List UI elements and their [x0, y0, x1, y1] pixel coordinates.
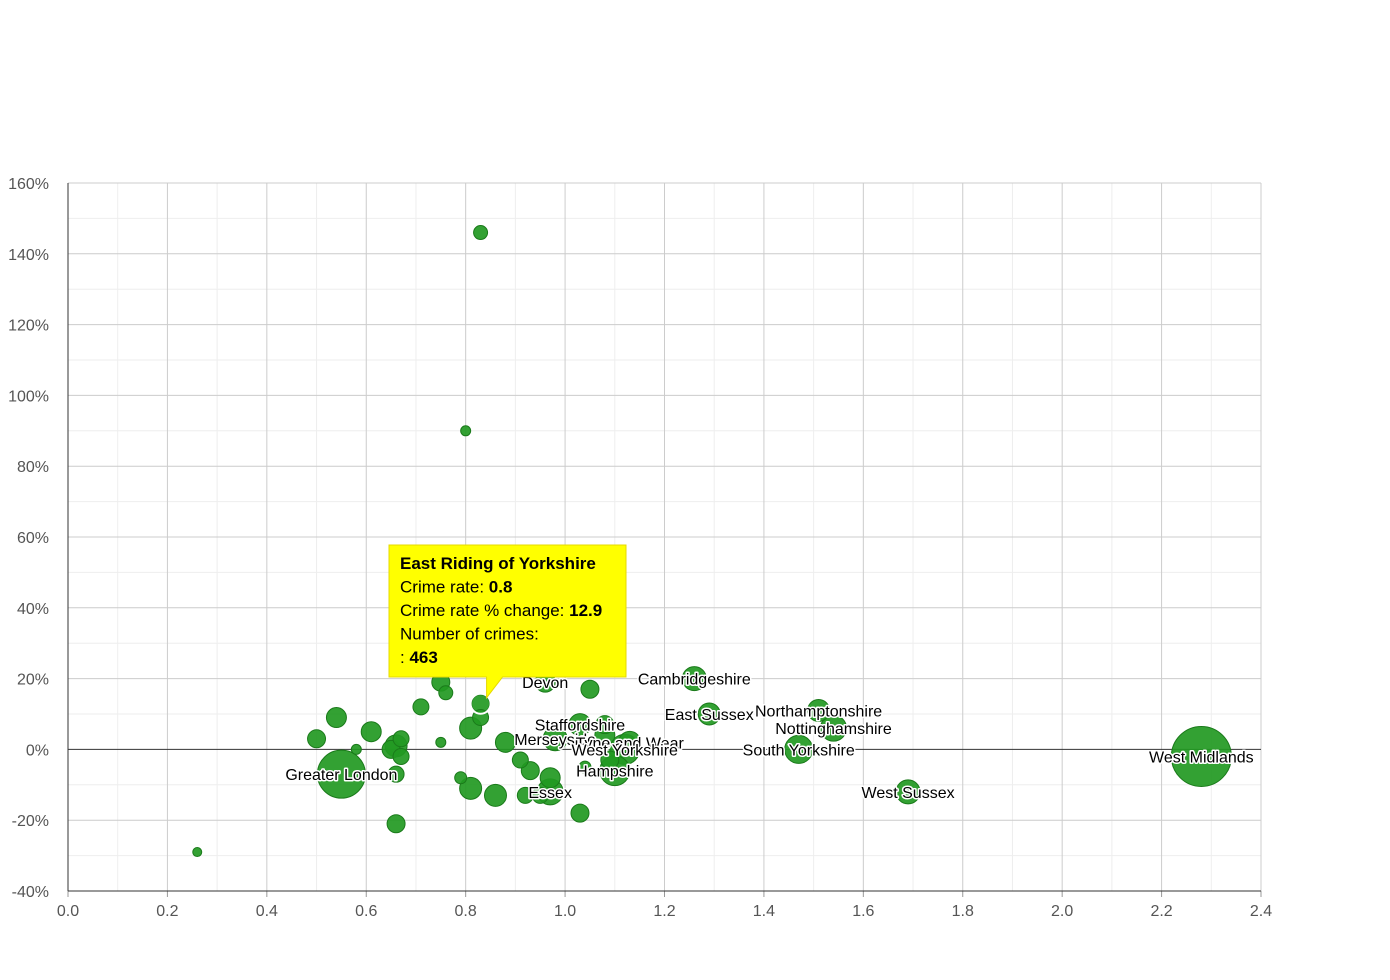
y-tick-label: -20%	[12, 813, 49, 830]
data-point	[531, 786, 549, 804]
x-tick-label: 0.2	[156, 903, 178, 920]
x-tick-label: 1.2	[653, 903, 675, 920]
tooltip-change-label: Crime rate % change:	[400, 601, 569, 620]
data-point	[784, 734, 814, 764]
data-point	[192, 847, 203, 858]
data-point	[360, 721, 382, 743]
tooltip: East Riding of Yorkshire Crime rate: 0.8…	[388, 544, 627, 715]
data-point	[511, 751, 529, 769]
data-point	[454, 771, 468, 785]
data-point	[570, 803, 590, 823]
major-gridlines	[68, 182, 1262, 892]
data-point	[386, 814, 406, 834]
data-point	[681, 666, 707, 692]
data-label: Nottinghamshire	[775, 721, 892, 738]
x-tick-label: 2.2	[1150, 903, 1172, 920]
y-tick-label: 60%	[17, 530, 49, 547]
data-point	[387, 765, 405, 783]
data-point	[325, 707, 347, 729]
tooltip-rate-value: 0.8	[489, 578, 513, 597]
data-point	[618, 730, 642, 754]
data-label: Greater London	[285, 767, 397, 784]
data-label: South Yorkshire	[743, 742, 855, 759]
data-label: Hampshire	[576, 764, 653, 781]
y-tick-label: 20%	[17, 672, 49, 689]
data-point	[542, 726, 568, 752]
data-label: East Sussex	[665, 707, 754, 724]
data-point	[412, 698, 430, 716]
point-labels: Greater London West Midlands West Sussex So…	[284, 670, 1255, 803]
x-tick-label: 1.4	[753, 903, 775, 920]
tooltip-count-line: : 463	[400, 648, 438, 667]
x-tick-label: 0.4	[256, 903, 278, 920]
bubble-series	[192, 225, 1232, 858]
data-point	[392, 747, 410, 765]
data-label: Tyne and Wear	[576, 735, 685, 752]
data-point	[578, 760, 592, 774]
data-point	[473, 225, 489, 241]
data-point	[350, 743, 362, 755]
data-point	[1170, 725, 1232, 787]
tooltip-rate-line: Crime rate: 0.8	[400, 578, 512, 597]
data-point	[460, 425, 472, 437]
data-point	[595, 715, 615, 735]
tooltip-change-line: Crime rate % change: 12.9	[400, 601, 602, 620]
y-tick-label: 140%	[8, 247, 49, 264]
y-tick-label: 80%	[17, 459, 49, 476]
x-tick-label: 1.8	[952, 903, 974, 920]
data-label: West Sussex	[862, 785, 955, 802]
data-point	[392, 730, 410, 748]
data-point	[539, 767, 561, 789]
tooltip-box	[388, 544, 627, 700]
data-point	[895, 779, 921, 805]
data-point	[600, 750, 620, 770]
data-label: Essex	[528, 785, 572, 802]
data-point	[316, 749, 366, 799]
y-tick-label: 40%	[17, 601, 49, 618]
data-point	[494, 731, 516, 753]
data-point	[438, 685, 454, 701]
x-tick-label: 2.4	[1250, 903, 1272, 920]
y-tick-label: 0%	[26, 742, 49, 759]
data-point	[807, 698, 831, 722]
data-point	[483, 783, 507, 807]
data-label: Staffordshire	[535, 718, 626, 735]
data-point	[459, 776, 483, 800]
tooltip-rate-label: Crime rate:	[400, 578, 489, 597]
tooltip-count-label: Number of crimes:	[400, 625, 539, 644]
y-tick-label: -40%	[12, 884, 49, 901]
data-label: West Yorkshire	[572, 742, 679, 759]
x-tick-label: 0.0	[57, 903, 79, 920]
x-tick-label: 0.8	[455, 903, 477, 920]
data-point	[697, 702, 721, 726]
y-tick-label: 100%	[8, 388, 49, 405]
data-label: Merseyside	[514, 732, 596, 749]
data-label: Cambridgeshire	[638, 672, 751, 689]
x-tick-label: 1.0	[554, 903, 576, 920]
axes: 0.0 0.2 0.4 0.6 0.8 1.0 1.2 1.4 1.6 1.8 2.0 2.2 2.4 -…	[8, 176, 1272, 920]
tooltip-highlight-marker	[469, 692, 492, 715]
data-label: Northamptonshire	[755, 703, 882, 720]
data-point	[580, 679, 600, 699]
tooltip-count-prefix: :	[400, 648, 409, 667]
tooltip-count-value: 463	[409, 648, 437, 667]
data-point	[307, 729, 327, 749]
x-tick-label: 0.6	[355, 903, 377, 920]
data-point	[568, 713, 592, 737]
y-tick-label: 120%	[8, 318, 49, 335]
data-point	[435, 736, 447, 748]
data-label: West Midlands	[1149, 749, 1254, 766]
tooltip-change-value: 12.9	[569, 601, 602, 620]
x-tick-label: 1.6	[852, 903, 874, 920]
data-point	[820, 714, 848, 742]
x-tick-label: 2.0	[1051, 903, 1073, 920]
y-tick-label: 160%	[8, 176, 49, 193]
data-label: Devon	[522, 675, 568, 692]
tooltip-title: East Riding of Yorkshire	[400, 554, 596, 573]
